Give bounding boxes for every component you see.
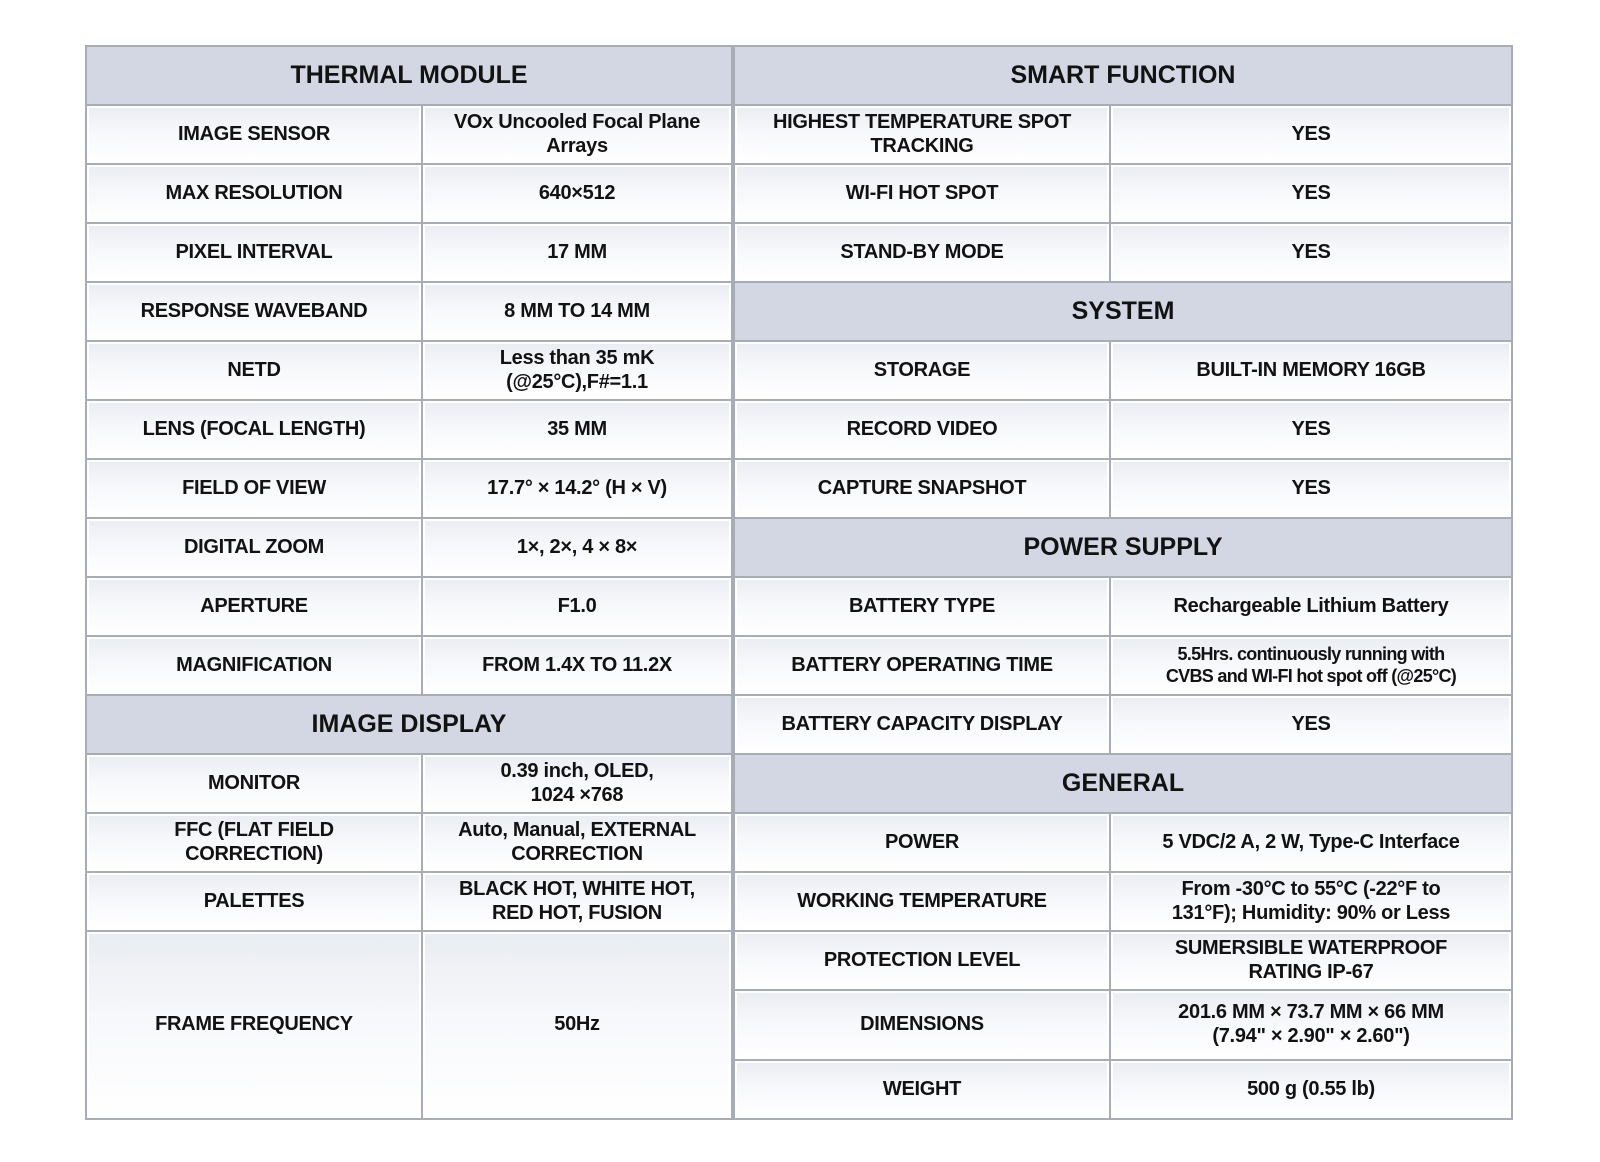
section-header-system: SYSTEM [735, 283, 1511, 340]
value-power: 5 VDC/2 A, 2 W, Type-C Interface [1111, 814, 1511, 871]
label-palettes: PALETTES [87, 873, 421, 930]
label-battery-capacity-display: BATTERY CAPACITY DISPLAY [735, 696, 1109, 753]
value-lens-focal-length: 35 MM [423, 401, 731, 458]
label-aperture: APERTURE [87, 578, 421, 635]
value-working-temperature: From -30°C to 55°C (-22°F to 131°F); Hum… [1111, 873, 1511, 930]
label-record-video: RECORD VIDEO [735, 401, 1109, 458]
label-working-temperature: WORKING TEMPERATURE [735, 873, 1109, 930]
value-netd: Less than 35 mK (@25°C),F#=1.1 [423, 342, 731, 399]
value-battery-operating-time: 5.5Hrs. continuously running with CVBS a… [1111, 637, 1511, 694]
section-header-thermal-module: THERMAL MODULE [87, 47, 731, 104]
section-header-smart-function: SMART FUNCTION [735, 47, 1511, 104]
value-magnification: FROM 1.4X TO 11.2X [423, 637, 731, 694]
label-netd: NETD [87, 342, 421, 399]
value-storage: BUILT-IN MEMORY 16GB [1111, 342, 1511, 399]
label-magnification: MAGNIFICATION [87, 637, 421, 694]
label-wifi-hot-spot: WI-FI HOT SPOT [735, 165, 1109, 222]
value-record-video: YES [1111, 401, 1511, 458]
label-battery-operating-time: BATTERY OPERATING TIME [735, 637, 1109, 694]
right-spec-table: SMART FUNCTION HIGHEST TEMPERATURE SPOT … [733, 45, 1513, 1120]
value-aperture: F1.0 [423, 578, 731, 635]
label-monitor: MONITOR [87, 755, 421, 812]
value-battery-type: Rechargeable Lithium Battery [1111, 578, 1511, 635]
label-digital-zoom: DIGITAL ZOOM [87, 519, 421, 576]
value-dimensions: 201.6 MM × 73.7 MM × 66 MM (7.94" × 2.90… [1111, 991, 1511, 1059]
specification-table: THERMAL MODULE IMAGE SENSOR VOx Uncooled… [85, 45, 1513, 1120]
value-pixel-interval: 17 MM [423, 224, 731, 281]
label-storage: STORAGE [735, 342, 1109, 399]
value-image-sensor: VOx Uncooled Focal Plane Arrays [423, 106, 731, 163]
left-spec-table: THERMAL MODULE IMAGE SENSOR VOx Uncooled… [85, 45, 733, 1120]
value-monitor: 0.39 inch, OLED, 1024 ×768 [423, 755, 731, 812]
label-weight: WEIGHT [735, 1061, 1109, 1118]
label-battery-type: BATTERY TYPE [735, 578, 1109, 635]
value-max-resolution: 640×512 [423, 165, 731, 222]
label-power: POWER [735, 814, 1109, 871]
value-weight: 500 g (0.55 lb) [1111, 1061, 1511, 1118]
value-protection-level: SUMERSIBLE WATERPROOF RATING IP-67 [1111, 932, 1511, 989]
value-frame-frequency: 50Hz [423, 932, 731, 1118]
label-response-waveband: RESPONSE WAVEBAND [87, 283, 421, 340]
label-highest-temperature-spot-tracking: HIGHEST TEMPERATURE SPOT TRACKING [735, 106, 1109, 163]
label-stand-by-mode: STAND-BY MODE [735, 224, 1109, 281]
label-lens-focal-length: LENS (FOCAL LENGTH) [87, 401, 421, 458]
value-digital-zoom: 1×, 2×, 4 × 8× [423, 519, 731, 576]
label-frame-frequency: FRAME FREQUENCY [87, 932, 421, 1118]
value-palettes: BLACK HOT, WHITE HOT, RED HOT, FUSION [423, 873, 731, 930]
section-header-general: GENERAL [735, 755, 1511, 812]
value-wifi-hot-spot: YES [1111, 165, 1511, 222]
label-max-resolution: MAX RESOLUTION [87, 165, 421, 222]
value-highest-temperature-spot-tracking: YES [1111, 106, 1511, 163]
value-capture-snapshot: YES [1111, 460, 1511, 517]
label-ffc: FFC (FLAT FIELD CORRECTION) [87, 814, 421, 871]
label-field-of-view: FIELD OF VIEW [87, 460, 421, 517]
value-ffc: Auto, Manual, EXTERNAL CORRECTION [423, 814, 731, 871]
label-pixel-interval: PIXEL INTERVAL [87, 224, 421, 281]
value-response-waveband: 8 MM TO 14 MM [423, 283, 731, 340]
value-stand-by-mode: YES [1111, 224, 1511, 281]
value-field-of-view: 17.7° × 14.2° (H × V) [423, 460, 731, 517]
label-dimensions: DIMENSIONS [735, 991, 1109, 1059]
label-capture-snapshot: CAPTURE SNAPSHOT [735, 460, 1109, 517]
label-image-sensor: IMAGE SENSOR [87, 106, 421, 163]
section-header-power-supply: POWER SUPPLY [735, 519, 1511, 576]
label-protection-level: PROTECTION LEVEL [735, 932, 1109, 989]
value-battery-capacity-display: YES [1111, 696, 1511, 753]
section-header-image-display: IMAGE DISPLAY [87, 696, 731, 753]
